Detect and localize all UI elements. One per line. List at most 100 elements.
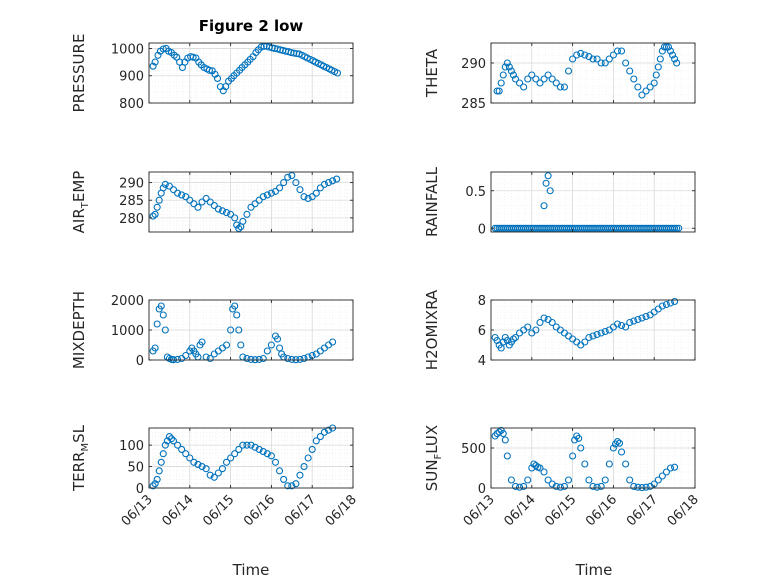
data-point bbox=[161, 326, 169, 334]
data-point bbox=[564, 476, 573, 484]
x-axis-label-left: Time bbox=[232, 561, 270, 579]
data-point bbox=[324, 179, 333, 187]
x-tick-label: 06/18 bbox=[665, 492, 702, 529]
y-axis-label-subscript: M bbox=[80, 443, 91, 452]
data-point bbox=[214, 205, 222, 213]
data-point bbox=[218, 207, 226, 215]
data-point bbox=[652, 71, 660, 79]
data-point bbox=[601, 327, 609, 336]
x-tick-label: 06/14 bbox=[502, 492, 539, 529]
data-point bbox=[511, 482, 520, 490]
data-point bbox=[638, 314, 646, 322]
data-point bbox=[194, 203, 202, 211]
data-point bbox=[662, 43, 670, 51]
data-point bbox=[288, 171, 296, 180]
data-point bbox=[243, 354, 251, 363]
data-point bbox=[251, 443, 259, 451]
data-point bbox=[239, 441, 247, 449]
data-point bbox=[505, 63, 513, 71]
data-point bbox=[497, 79, 505, 87]
data-point bbox=[159, 450, 167, 458]
data-point bbox=[235, 445, 243, 453]
data-point bbox=[255, 196, 263, 204]
data-point bbox=[589, 55, 597, 63]
data-point bbox=[186, 196, 194, 204]
data-point bbox=[276, 184, 284, 192]
data-point bbox=[198, 198, 206, 206]
x-tick-label: 06/15 bbox=[542, 492, 579, 529]
data-point bbox=[609, 444, 617, 452]
data-point bbox=[581, 460, 589, 468]
data-point bbox=[499, 430, 507, 438]
data-point bbox=[292, 179, 300, 187]
y-tick-label: 280 bbox=[119, 212, 144, 227]
data-point bbox=[222, 209, 231, 217]
data-point bbox=[552, 482, 560, 490]
data-point bbox=[222, 83, 230, 91]
data-point bbox=[202, 194, 210, 203]
data-point bbox=[263, 347, 271, 355]
axes-frame bbox=[148, 171, 354, 233]
subplot-pressure: 800 900 1000 PRESSURE bbox=[70, 34, 354, 112]
data-point bbox=[169, 437, 178, 445]
data-point bbox=[247, 441, 255, 449]
data-point bbox=[671, 297, 679, 306]
data-point bbox=[247, 203, 255, 211]
subplot-air-temp: 280 285 290 AIRTEMP bbox=[70, 171, 354, 234]
data-point bbox=[235, 326, 243, 334]
data-point bbox=[218, 465, 226, 473]
data-point bbox=[540, 468, 548, 476]
y-tick-label: 290 bbox=[119, 177, 144, 192]
data-point bbox=[575, 434, 583, 442]
data-point bbox=[495, 87, 503, 95]
data-point bbox=[259, 354, 267, 363]
data-point bbox=[235, 224, 243, 233]
data-point bbox=[613, 320, 622, 328]
data-point bbox=[233, 311, 241, 319]
data-point bbox=[316, 433, 324, 441]
data-point bbox=[276, 344, 284, 352]
data-point bbox=[186, 454, 194, 462]
data-point bbox=[202, 465, 210, 473]
data-point bbox=[151, 344, 159, 352]
data-point bbox=[222, 458, 231, 466]
data-point bbox=[231, 450, 239, 458]
data-point bbox=[276, 467, 284, 475]
data-point bbox=[312, 189, 320, 197]
y-axis-label: AIRTEMP bbox=[70, 171, 91, 234]
data-point bbox=[658, 472, 666, 480]
y-tick-label: 6 bbox=[478, 324, 486, 339]
data-point bbox=[194, 460, 202, 468]
data-point bbox=[288, 355, 296, 363]
y-axis-label: MIXDEPTH bbox=[70, 291, 88, 369]
data-point bbox=[516, 483, 524, 491]
data-point bbox=[544, 71, 552, 79]
data-point bbox=[237, 341, 245, 349]
data-point bbox=[198, 463, 206, 471]
data-point bbox=[646, 83, 654, 91]
y-tick-label: 4 bbox=[478, 354, 486, 369]
data-point bbox=[524, 476, 532, 484]
y-axis-label-subscript: F bbox=[433, 453, 444, 459]
data-point bbox=[501, 436, 509, 444]
y-tick-label: 290 bbox=[461, 57, 486, 72]
data-point bbox=[666, 47, 675, 55]
data-point bbox=[329, 177, 337, 185]
data-point bbox=[609, 51, 617, 59]
data-point bbox=[284, 354, 292, 363]
y-tick-label: 8 bbox=[478, 294, 486, 309]
data-point bbox=[231, 302, 239, 310]
data-point bbox=[520, 83, 528, 91]
data-point bbox=[190, 200, 198, 208]
y-axis-label-rest: SL bbox=[70, 424, 88, 443]
data-point bbox=[169, 186, 178, 194]
data-point bbox=[273, 335, 282, 343]
data-point bbox=[569, 55, 577, 63]
data-point bbox=[658, 302, 666, 310]
data-point bbox=[316, 184, 324, 192]
data-point bbox=[167, 435, 175, 443]
axes-frame bbox=[148, 427, 354, 489]
data-point bbox=[630, 75, 638, 83]
data-point bbox=[662, 300, 670, 309]
data-point bbox=[585, 333, 593, 342]
